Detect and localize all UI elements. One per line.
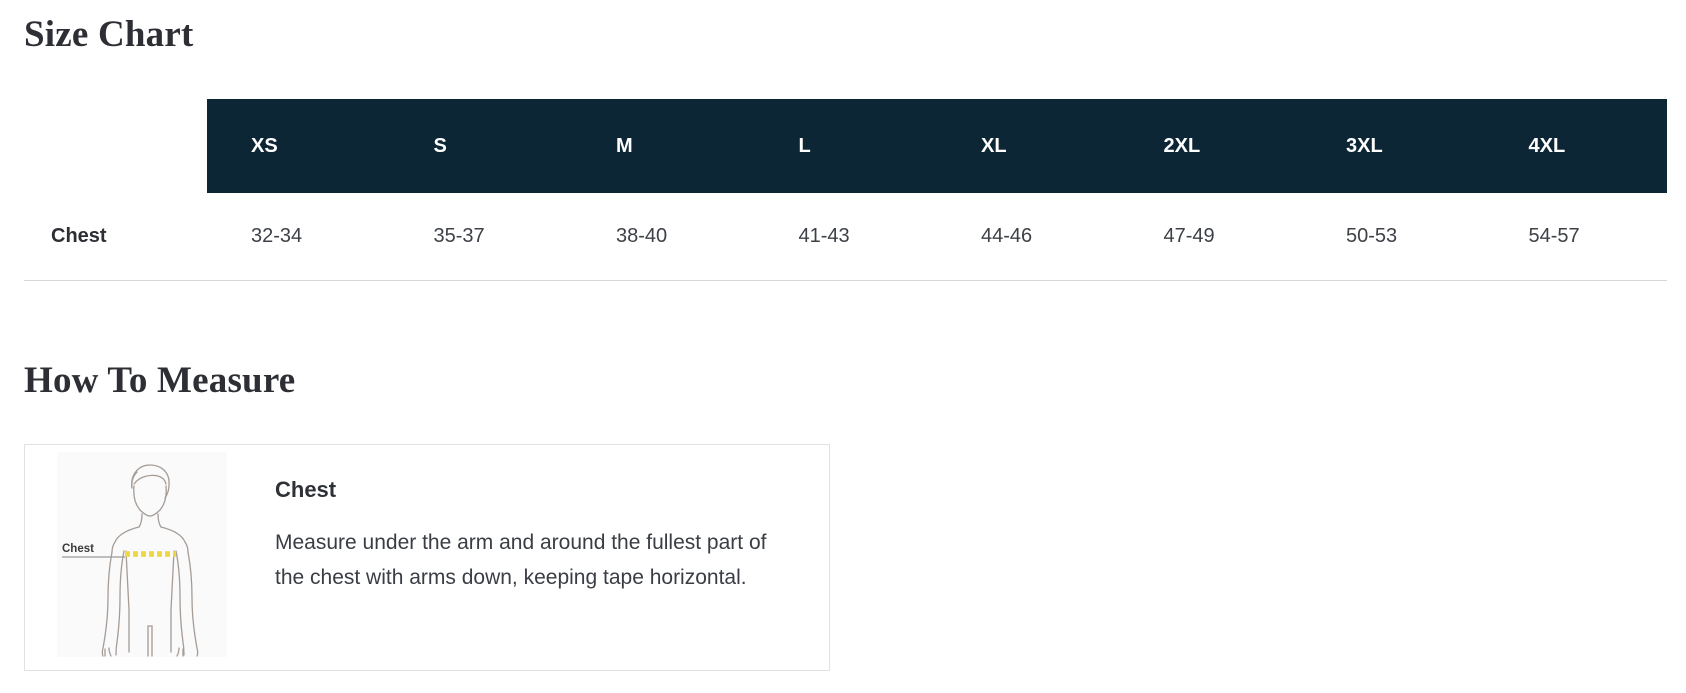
chest-value-3xl: 50-53 bbox=[1302, 193, 1485, 281]
size-column-header-4xl: 4XL bbox=[1484, 99, 1667, 193]
chest-value-xs: 32-34 bbox=[207, 193, 390, 281]
size-column-header-xs: XS bbox=[207, 99, 390, 193]
size-column-header-l: L bbox=[754, 99, 937, 193]
chest-value-m: 38-40 bbox=[572, 193, 755, 281]
size-column-header-3xl: 3XL bbox=[1302, 99, 1485, 193]
chest-value-l: 41-43 bbox=[754, 193, 937, 281]
page-title: Size Chart bbox=[24, 14, 194, 55]
size-table-corner-cell bbox=[24, 99, 207, 193]
chest-value-2xl: 47-49 bbox=[1119, 193, 1302, 281]
measure-card-chest: Chest Chest Measure under the arm and ar… bbox=[24, 444, 830, 671]
body-outline-illustration: Chest bbox=[62, 464, 199, 657]
measure-card-text: Chest Measure under the arm and around t… bbox=[275, 476, 800, 595]
chest-value-s: 35-37 bbox=[389, 193, 572, 281]
size-column-header-s: S bbox=[389, 99, 572, 193]
size-column-header-2xl: 2XL bbox=[1119, 99, 1302, 193]
figure-chest-label: Chest bbox=[62, 543, 94, 555]
row-label-chest: Chest bbox=[24, 193, 207, 281]
size-column-header-m: M bbox=[572, 99, 755, 193]
chest-value-xl: 44-46 bbox=[937, 193, 1120, 281]
how-to-measure-title: How To Measure bbox=[24, 360, 296, 401]
chest-value-4xl: 54-57 bbox=[1484, 193, 1667, 281]
figure-illustration: Chest bbox=[57, 452, 227, 657]
measure-card-title: Chest bbox=[275, 477, 337, 502]
measure-card-description: Measure under the arm and around the ful… bbox=[275, 531, 767, 589]
size-table: XS S M L XL 2XL 3XL 4XL Chest 32-34 35-3… bbox=[24, 99, 1667, 281]
size-column-header-xl: XL bbox=[937, 99, 1120, 193]
